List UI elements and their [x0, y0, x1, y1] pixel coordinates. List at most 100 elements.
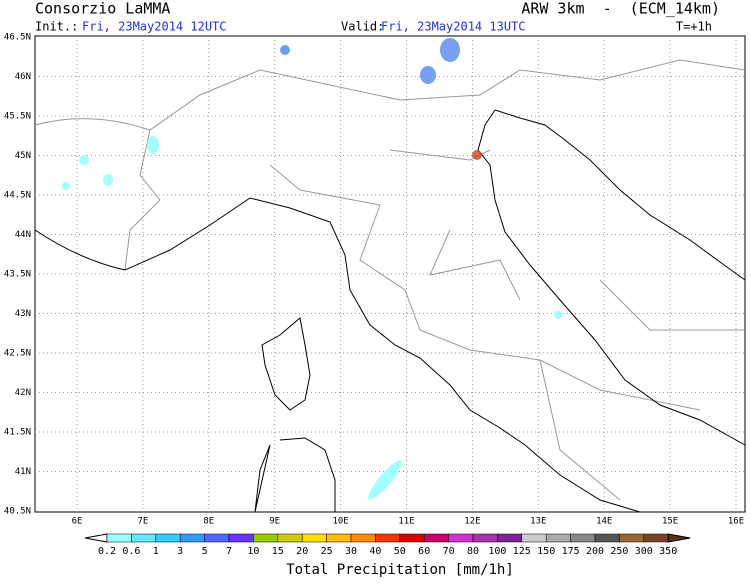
colorbar-segment — [521, 533, 547, 543]
precip — [472, 150, 482, 160]
colorbar-label: 250 — [610, 546, 628, 557]
precip — [280, 45, 290, 55]
colorbar-segment — [570, 533, 596, 543]
coastline-balkan — [494, 109, 746, 281]
colorbar-label: 70 — [443, 546, 455, 557]
colorbar-segment — [277, 533, 303, 543]
lat-tick-label: 42N — [15, 388, 31, 398]
colorbar-segment — [326, 533, 352, 543]
colorbar-segment — [594, 533, 620, 543]
colorbar-segment — [228, 533, 254, 543]
borders — [34, 59, 746, 501]
map-frame — [34, 35, 746, 513]
precip — [440, 38, 460, 62]
lon-tick-label: 15E — [662, 517, 678, 527]
lat-tick-label: 41N — [15, 467, 31, 477]
lat-tick-label: 44N — [15, 230, 31, 240]
colorbar-segment — [253, 533, 279, 543]
colorbar-segment — [619, 533, 645, 543]
colorbar-label: 100 — [488, 546, 506, 557]
colorbar-segment — [350, 533, 376, 543]
colorbar-segment — [472, 533, 498, 543]
lon-tick-label: 8E — [203, 517, 214, 527]
lon-tick-label: 13E — [530, 517, 546, 527]
colorbar-segment — [204, 533, 230, 543]
lon-tick-label: 12E — [464, 517, 480, 527]
precip — [420, 66, 436, 84]
lat-tick-label: 46.5N — [4, 33, 31, 43]
coastline — [34, 197, 641, 513]
colorbar-label: 200 — [586, 546, 604, 557]
lat-tick-label: 45N — [15, 151, 31, 161]
colorbar-title: Total Precipitation [mm/1h] — [286, 562, 514, 578]
colorbar-segment — [131, 533, 157, 543]
colorbar-cap-right — [667, 533, 691, 543]
precip — [147, 136, 159, 154]
lat-tick-label: 42.5N — [4, 349, 31, 359]
precip — [62, 182, 70, 190]
colorbar-segment — [423, 533, 449, 543]
colorbar-cap-left — [84, 533, 108, 543]
lat-tick-label: 45.5N — [4, 112, 31, 122]
colorbar-label: 30 — [345, 546, 357, 557]
colorbar: 0.2 0.6 1 3 5 7 10 15 20 25 30 40 50 60 70 80 100 125 150 1… — [84, 533, 691, 557]
precip — [103, 174, 113, 186]
colorbar-label: 350 — [659, 546, 677, 557]
colorbar-segment — [399, 533, 425, 543]
colorbar-label: 5 — [202, 546, 208, 557]
lon-tick-label: 9E — [269, 517, 280, 527]
colorbar-label: 25 — [321, 546, 333, 557]
colorbar-label: 0.2 — [98, 546, 116, 557]
corsica — [261, 317, 311, 411]
lat-tick-label: 40.5N — [4, 507, 31, 517]
colorbar-label: 0.6 — [122, 546, 140, 557]
colorbar-segment — [545, 533, 571, 543]
colorbar-label: 1 — [153, 546, 159, 557]
map — [34, 35, 746, 513]
colorbar-label: 125 — [513, 546, 531, 557]
colorbar-segment — [106, 533, 132, 543]
precip — [79, 155, 89, 165]
lon-tick-label: 7E — [137, 517, 148, 527]
colorbar-label: 300 — [635, 546, 653, 557]
lon-tick-label: 11E — [398, 517, 414, 527]
valid-value: Fri, 23May2014 13UTC — [381, 20, 526, 34]
precip — [368, 460, 402, 500]
colorbar-label: 50 — [394, 546, 406, 557]
lat-tick-label: 41.5N — [4, 428, 31, 438]
colorbar-label: 60 — [418, 546, 430, 557]
colorbar-label: 80 — [467, 546, 479, 557]
valid-label: Valid: — [341, 20, 384, 34]
title-right: ARW 3km - (ECM_14km) — [521, 0, 720, 18]
lat-tick-label: 44.5N — [4, 191, 31, 201]
lon-tick-label: 10E — [332, 517, 348, 527]
colorbar-segment — [497, 533, 523, 543]
colorbar-label: 3 — [177, 546, 183, 557]
lon-tick-label: 14E — [596, 517, 612, 527]
colorbar-label: 15 — [272, 546, 284, 557]
lat-tick-label: 46N — [15, 72, 31, 82]
colorbar-label: 40 — [369, 546, 381, 557]
lead-time: T=+1h — [676, 20, 712, 34]
colorbar-segment — [448, 533, 474, 543]
init-value: Fri, 23May2014 12UTC — [82, 20, 227, 34]
lon-tick-label: 6E — [72, 517, 83, 527]
colorbar-label: 7 — [226, 546, 232, 557]
precip — [554, 311, 562, 319]
sardinia — [254, 437, 336, 513]
colorbar-label: 175 — [562, 546, 580, 557]
init-label: Init.: — [35, 20, 78, 34]
colorbar-segment — [643, 533, 669, 543]
colorbar-segment — [155, 533, 181, 543]
colorbar-segment — [179, 533, 205, 543]
title-left: Consorzio LaMMA — [35, 0, 170, 18]
coastline-east — [477, 109, 746, 446]
colorbar-segment — [301, 533, 327, 543]
colorbar-label: 150 — [537, 546, 555, 557]
colorbar-label: 20 — [296, 546, 308, 557]
lat-tick-label: 43N — [15, 309, 31, 319]
lon-tick-label: 16E — [728, 517, 744, 527]
colorbar-segment — [375, 533, 401, 543]
lat-tick-label: 43.5N — [4, 270, 31, 280]
